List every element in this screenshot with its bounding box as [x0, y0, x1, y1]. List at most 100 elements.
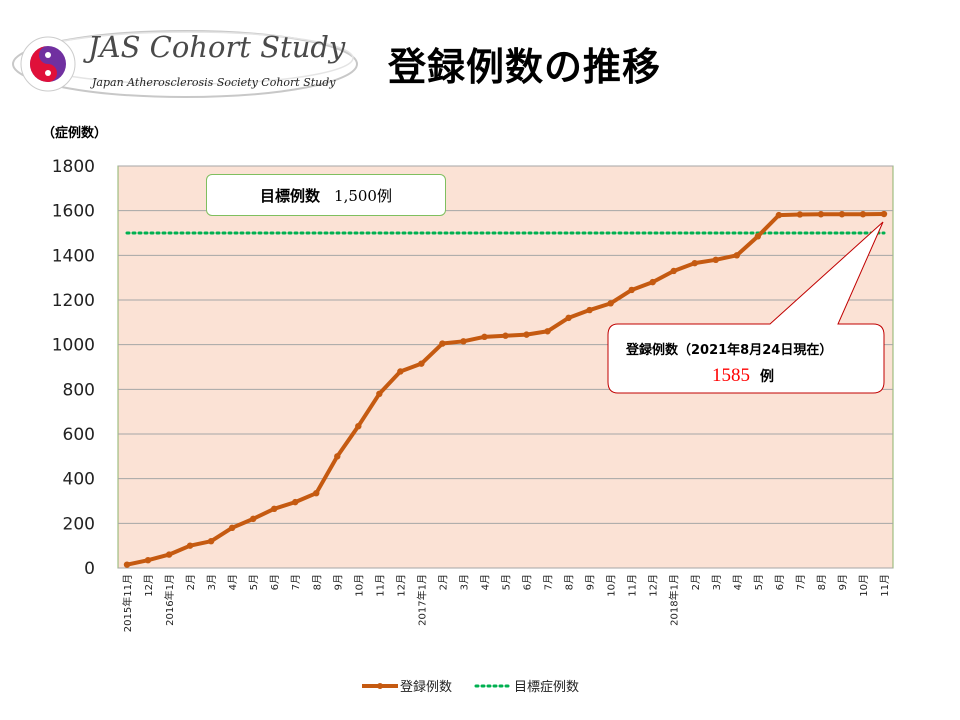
y-tick-label: 600	[63, 425, 95, 445]
data-point	[460, 338, 467, 345]
callout-unit: 例	[760, 368, 774, 385]
legend-item-target: 目標症例数	[474, 676, 579, 695]
y-axis-unit-label: （症例数）	[42, 126, 108, 141]
data-point	[775, 211, 783, 219]
x-tick-label: 2017年1月	[415, 574, 428, 626]
x-tick-label: 2016年1月	[163, 574, 176, 626]
data-point	[481, 333, 488, 341]
target-annotation: 目標例数 1,500例	[206, 174, 446, 216]
legend: 登録例数 目標症例数	[360, 676, 601, 695]
x-tick-label: 2月	[437, 574, 449, 590]
x-tick-label: 8月	[816, 574, 828, 590]
data-point	[733, 252, 741, 259]
data-point	[355, 422, 362, 430]
x-tick-label: 5月	[501, 574, 513, 590]
data-point	[228, 524, 236, 531]
callout-bubble	[607, 221, 885, 394]
data-point	[607, 300, 614, 307]
data-point	[880, 210, 888, 218]
callout: 登録例数（2021年8月24日現在） 1585 例	[607, 221, 885, 394]
data-point	[712, 256, 719, 263]
data-point	[544, 328, 551, 335]
data-point	[249, 515, 257, 523]
data-point	[691, 259, 698, 267]
x-tick-label: 3月	[458, 574, 470, 590]
data-point	[817, 211, 825, 218]
data-point	[796, 211, 804, 218]
x-tick-label: 3月	[206, 574, 218, 590]
x-tick-label: 2月	[690, 574, 702, 590]
x-tick-label: 4月	[479, 574, 491, 590]
x-tick-label: 3月	[711, 574, 723, 590]
legend-line-icon	[362, 682, 398, 689]
y-tick-label: 400	[63, 470, 95, 490]
data-point	[649, 278, 656, 286]
x-tick-label: 9月	[332, 574, 344, 590]
legend-item-registrations: 登録例数	[360, 676, 452, 695]
x-tick-label: 5月	[248, 574, 260, 590]
callout-label: 登録例数（2021年8月24日現在）	[625, 342, 832, 358]
legend-dotted-line-icon	[474, 684, 514, 687]
data-point	[165, 551, 173, 558]
x-tick-label: 12月	[395, 574, 407, 597]
data-point	[270, 505, 278, 513]
data-point	[292, 498, 299, 506]
y-tick-label: 200	[63, 514, 95, 534]
x-tick-label: 12月	[143, 574, 155, 597]
x-tick-label: 6月	[269, 574, 281, 590]
x-tick-label: 11月	[374, 574, 386, 597]
x-tick-label: 8月	[311, 574, 323, 590]
y-tick-label: 1400	[52, 246, 95, 266]
data-point	[397, 368, 404, 375]
x-tick-label: 12月	[648, 574, 660, 597]
data-point	[144, 556, 152, 564]
y-tick-label: 1200	[52, 291, 95, 311]
x-tick-label: 9月	[585, 574, 597, 590]
y-tick-label: 1800	[52, 157, 95, 177]
data-point	[565, 314, 572, 322]
x-tick-label: 6月	[522, 574, 534, 590]
x-tick-label: 11月	[627, 574, 639, 597]
data-point	[628, 286, 635, 294]
x-tick-label: 2018年1月	[668, 574, 681, 626]
data-point	[586, 306, 593, 314]
data-point	[376, 390, 383, 397]
y-tick-label: 1000	[52, 336, 95, 356]
page-title: 登録例数の推移	[388, 45, 662, 89]
data-point	[670, 267, 677, 275]
y-tick-label: 1600	[52, 202, 95, 222]
x-tick-label: 4月	[227, 574, 239, 590]
legend-label-registrations: 登録例数	[400, 680, 453, 695]
series-registrations-points	[123, 210, 888, 568]
target-label: 目標例数	[260, 186, 321, 205]
data-point	[859, 211, 867, 218]
data-point	[754, 233, 762, 240]
x-tick-label: 5月	[753, 574, 765, 590]
data-point	[123, 561, 131, 568]
data-point	[523, 331, 530, 338]
x-tick-label: 7月	[795, 574, 807, 590]
callout-value: 1585	[712, 365, 750, 386]
logo-subtitle: Japan Atherosclerosis Society Cohort Stu…	[92, 76, 336, 89]
x-tick-label: 2月	[185, 574, 197, 590]
y-tick-label: 0	[84, 559, 95, 579]
x-tick-label: 9月	[837, 574, 849, 590]
x-axis: 2015年11月 12月 2016年1月 2月 3月 4月 5月 6月 7月 8月 9月 10月 11月…	[121, 574, 891, 632]
x-tick-label: 4月	[732, 574, 744, 590]
data-point	[439, 340, 446, 347]
data-point	[838, 211, 846, 218]
x-tick-label: 8月	[564, 574, 576, 590]
x-tick-label: 7月	[543, 574, 555, 590]
target-value: 1,500例	[334, 186, 392, 205]
data-point	[186, 542, 194, 549]
data-point	[502, 332, 509, 339]
data-point	[334, 453, 341, 460]
legend-label-target: 目標症例数	[514, 680, 580, 695]
x-tick-label: 10月	[353, 574, 365, 597]
x-tick-label: 6月	[774, 574, 786, 590]
data-point	[418, 360, 425, 367]
x-tick-label: 10月	[858, 574, 870, 597]
x-tick-label: 10月	[606, 574, 618, 597]
y-axis: 0 200 400 600 800 1000 1200 1400 1600 1800	[52, 157, 95, 579]
